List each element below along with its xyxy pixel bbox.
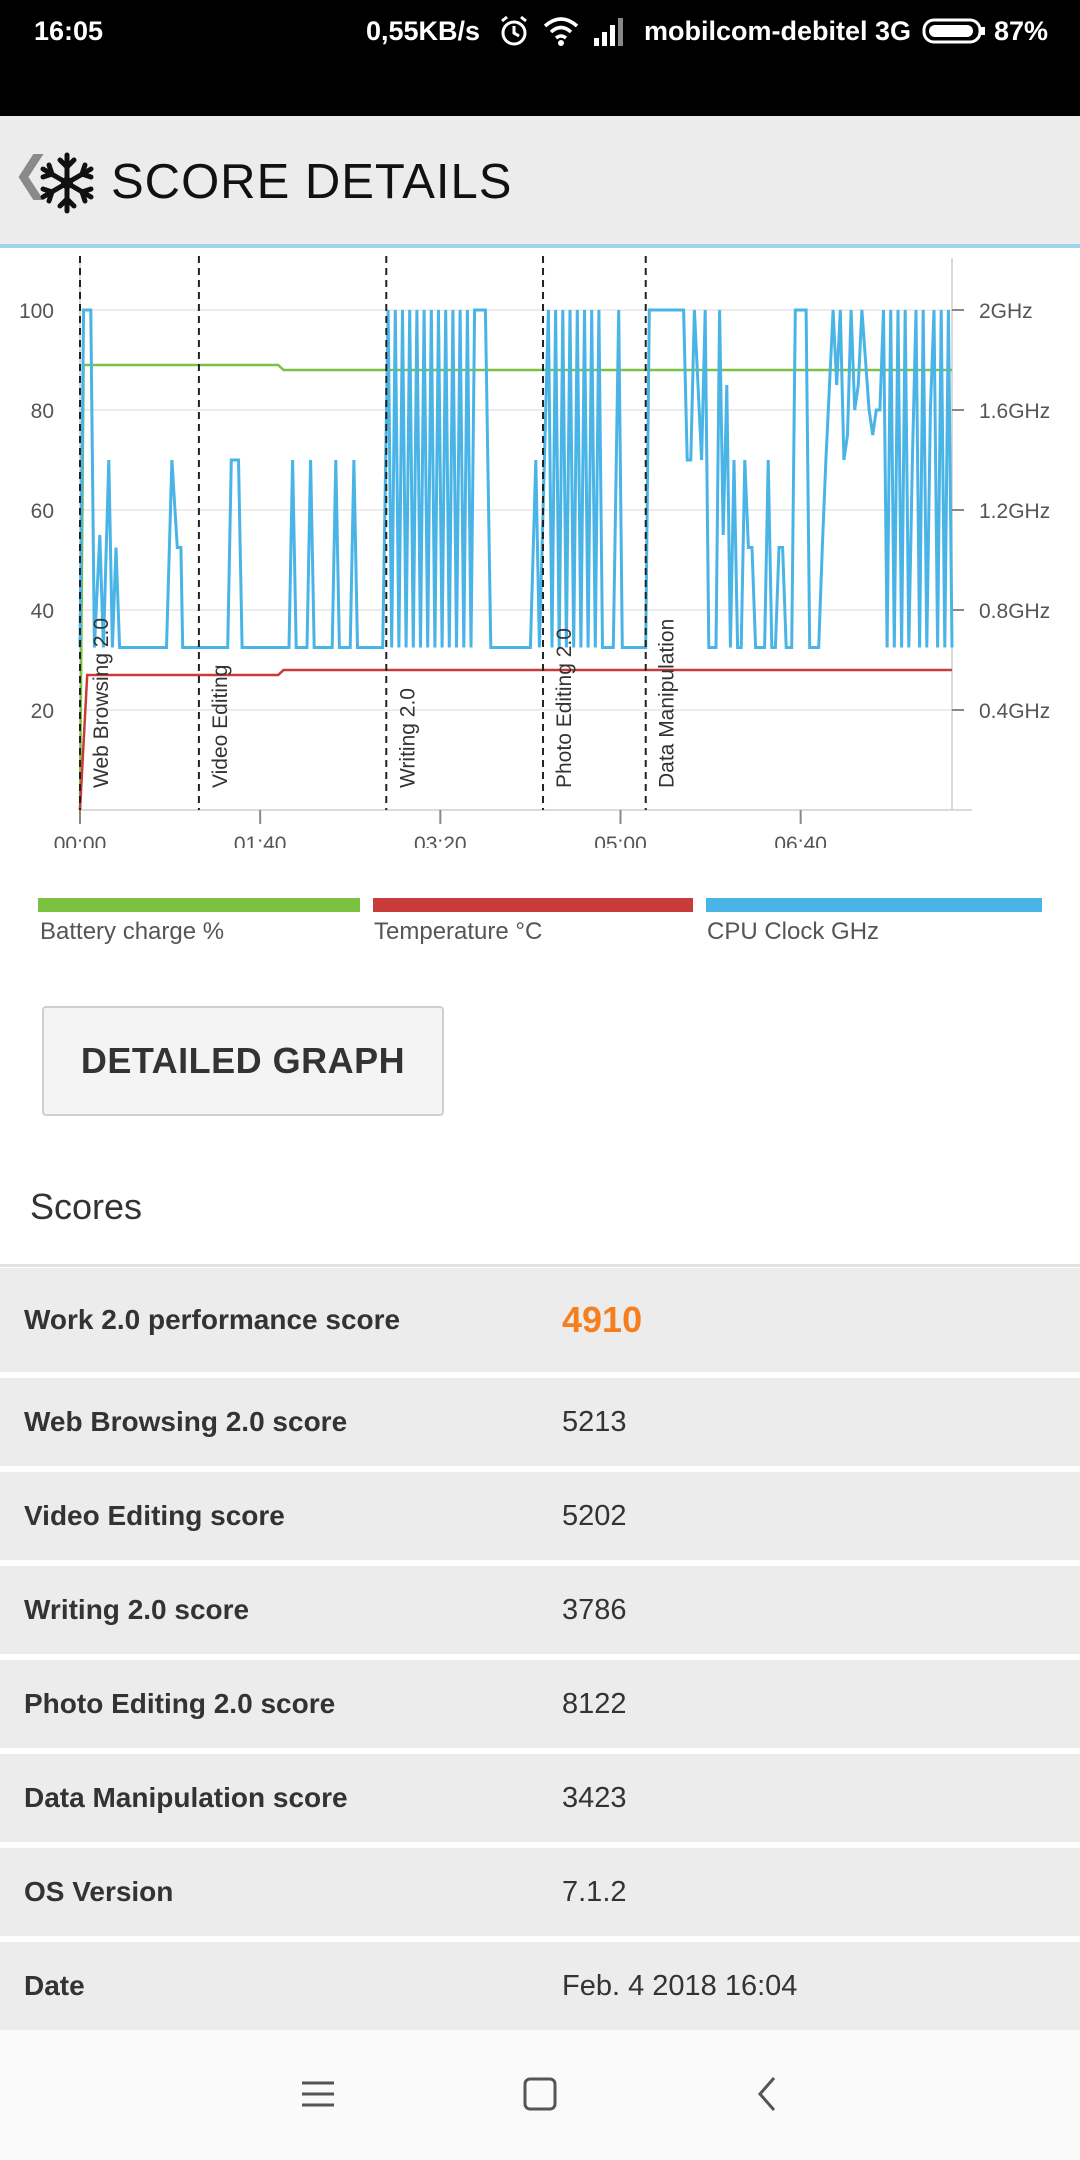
row-label: Photo Editing 2.0 score [24, 1688, 336, 1719]
snowflake-icon [34, 150, 100, 221]
table-row: Writing 2.0 score 3786 [0, 1566, 1080, 1660]
row-value: 5202 [562, 1499, 627, 1532]
legend-battery-label: Battery charge % [40, 918, 225, 945]
home-square-icon[interactable] [522, 2076, 558, 2117]
legend-temperature-swatch [373, 898, 693, 912]
legend-cpu-swatch [706, 898, 1042, 912]
table-row: OS Version 7.1.2 [0, 1848, 1080, 1942]
x-tick-label: 06:40 [774, 833, 827, 848]
app-bar: ❮ SCORE DETAILS [0, 116, 1080, 248]
row-label: Web Browsing 2.0 score [24, 1406, 348, 1437]
carrier-name: mobilcom-debitel 3G [644, 16, 912, 46]
battery-percent: 87% [994, 16, 1049, 46]
y-tick-label: 0.4GHz [979, 700, 1050, 723]
row-value: 8122 [562, 1687, 627, 1720]
table-row: Photo Editing 2.0 score 8122 [0, 1660, 1080, 1754]
legend-cpu-label: CPU Clock GHz [707, 918, 880, 945]
row-label: OS Version [24, 1876, 174, 1907]
back-chevron-icon[interactable] [752, 2074, 782, 2119]
detailed-graph-button[interactable]: DETAILED GRAPH [42, 1006, 444, 1116]
page-title: SCORE DETAILS [111, 155, 513, 209]
marker-label: Web Browsing 2.0 [90, 618, 113, 788]
x-tick-label: 03:20 [414, 833, 467, 848]
x-tick-label: 05:00 [594, 833, 647, 848]
row-label: Video Editing score [24, 1500, 285, 1531]
marker-label: Video Editing [209, 665, 232, 788]
alarm-icon [498, 14, 530, 53]
y-tick-label: 20 [31, 700, 54, 723]
row-value: 4910 [562, 1299, 643, 1340]
cpu-clock-line [78, 308, 954, 649]
battery-icon [922, 18, 986, 49]
divider [0, 1264, 1080, 1267]
wifi-icon [542, 14, 580, 53]
row-value: 3423 [562, 1781, 627, 1814]
network-speed: 0,55KB/s [366, 16, 481, 46]
y-tick-label: 2GHz [979, 300, 1033, 323]
navigation-bar [0, 2030, 1080, 2160]
legend-battery-swatch [38, 898, 360, 912]
x-tick-label: 00:00 [54, 833, 107, 848]
score-chart: 20 40 60 80 100 0.4GHz 0.8GHz 1.2GHz 1.6GHz 2GHz 0… [19, 256, 1050, 848]
y-tick-label: 80 [31, 400, 54, 423]
menu-icon[interactable] [300, 2078, 336, 2115]
signal-icon [592, 14, 628, 53]
chart-legend: Battery charge % Temperature °C CPU Cloc… [0, 898, 1080, 958]
row-label: Writing 2.0 score [24, 1594, 250, 1625]
y-tick-label: 40 [31, 600, 54, 623]
table-row: Work 2.0 performance score 4910 [0, 1268, 1080, 1378]
y-tick-label: 100 [19, 300, 54, 323]
status-time: 16:05 [34, 16, 104, 46]
marker-label: Writing 2.0 [396, 688, 419, 788]
table-row: Data Manipulation score 3423 [0, 1754, 1080, 1848]
table-row: Web Browsing 2.0 score 5213 [0, 1378, 1080, 1472]
row-label: Data Manipulation score [24, 1782, 348, 1813]
row-label: Date [24, 1970, 85, 2001]
row-value: 7.1.2 [562, 1875, 627, 1908]
scores-heading: Scores [30, 1186, 143, 1227]
row-value: 3786 [562, 1593, 627, 1626]
table-row: Video Editing score 5202 [0, 1472, 1080, 1566]
x-tick-label: 01:40 [234, 833, 287, 848]
status-bar: 16:05 0,55KB/s mobilcom-debitel 3G 87% [0, 0, 1080, 116]
table-row: Date Feb. 4 2018 16:04 [0, 1942, 1080, 2036]
scores-table: Work 2.0 performance score 4910 Web Brow… [0, 1268, 1080, 2036]
row-value: Feb. 4 2018 16:04 [562, 1969, 798, 2002]
row-label: Work 2.0 performance score [24, 1304, 401, 1335]
y-tick-label: 1.2GHz [979, 500, 1050, 523]
y-tick-label: 1.6GHz [979, 400, 1050, 423]
temperature-line [78, 668, 952, 811]
row-value: 5213 [562, 1405, 627, 1438]
marker-label: Photo Editing 2.0 [553, 628, 576, 788]
legend-temperature-label: Temperature °C [374, 918, 543, 945]
marker-label: Data Manipulation [656, 619, 679, 788]
y-tick-label: 60 [31, 500, 54, 523]
y-tick-label: 0.8GHz [979, 600, 1050, 623]
